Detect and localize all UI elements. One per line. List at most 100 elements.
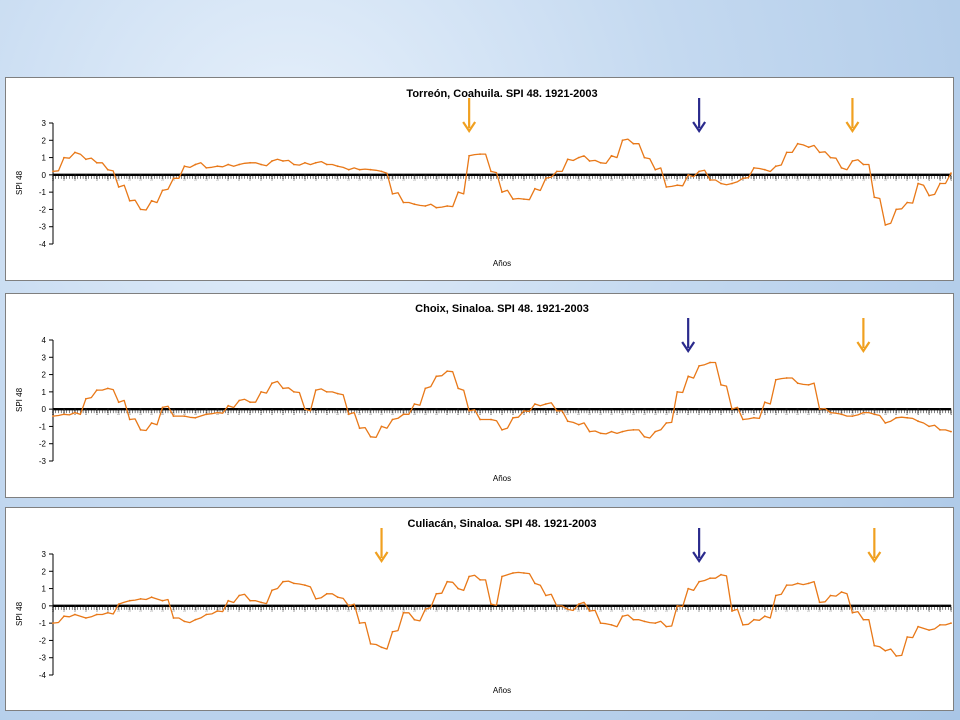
data-point (851, 415, 854, 417)
data-point (566, 608, 569, 611)
data-point (895, 208, 898, 211)
x-tick-label: 1953 (401, 605, 405, 612)
x-tick-label: 1971 (599, 605, 603, 612)
data-point (544, 594, 547, 597)
x-tick-label: 1958 (456, 408, 460, 415)
x-tick-label: 1946 (325, 408, 329, 415)
y-axis-title: SPI 48 (15, 170, 24, 195)
data-point (325, 592, 328, 595)
data-point (358, 427, 361, 430)
data-point (63, 615, 65, 618)
chart-panel-torreon: Torreón, Coahuila. SPI 48. 1921-2003 3 2 1 0… (5, 77, 954, 281)
arrow-head (692, 121, 707, 133)
x-tick-label: 1956 (434, 408, 438, 415)
x-tick-label: 1976 (653, 605, 657, 612)
data-point (555, 605, 558, 607)
x-tick-label: 1958 (456, 605, 460, 612)
x-tick-label: 1936 (215, 174, 219, 181)
x-tick-label: 1968 (566, 605, 570, 612)
x-tick-label: 1997 (883, 174, 887, 181)
data-point (610, 154, 613, 157)
x-tick-label: 1932 (172, 605, 176, 612)
data-point (161, 189, 164, 192)
data-point (840, 167, 843, 169)
y-tick-label: -4 (39, 671, 47, 680)
x-tick-label: 2003 (949, 408, 953, 415)
data-point (501, 191, 503, 193)
x-tick-label: 1930 (150, 174, 154, 181)
data-point (369, 168, 372, 171)
data-point (435, 375, 438, 378)
spi-chart-torreon: Torreón, Coahuila. SPI 48. 1921-2003 3 2 1 0… (15, 88, 953, 268)
data-point (347, 605, 350, 607)
x-tick-label: 1944 (303, 174, 307, 181)
data-point (917, 625, 919, 628)
x-tick-label: 1998 (894, 605, 898, 612)
y-tick-label: 3 (42, 119, 47, 128)
x-tick-label: 1943 (292, 408, 296, 415)
x-tick-label: 1982 (719, 605, 723, 612)
x-tick-label: 1994 (850, 605, 854, 612)
x-tick-label: 2001 (927, 605, 931, 612)
data-point (654, 430, 657, 433)
data-point (709, 361, 711, 364)
data-point (501, 429, 503, 431)
data-point (851, 160, 854, 162)
data-point (314, 389, 317, 391)
data-point (150, 596, 153, 599)
data-point (753, 416, 755, 419)
x-tick-label: 1947 (336, 605, 340, 612)
x-tick-label: 1930 (150, 408, 154, 415)
x-tick-label: 1987 (774, 605, 778, 612)
data-point (862, 411, 865, 414)
x-tick-label: 1950 (369, 408, 373, 415)
x-tick-label: 1921 (51, 174, 55, 181)
x-tick-label: 1931 (161, 174, 165, 181)
y-tick-label: -2 (39, 636, 47, 645)
spi-chart-choix: Choix, Sinaloa. SPI 48. 1921-2003 4 3 2 1 0 -1… (15, 303, 953, 483)
x-tick-label: 1941 (270, 174, 274, 181)
x-tick-label: 1966 (544, 408, 548, 415)
data-point (599, 161, 602, 164)
x-tick-label: 1945 (314, 174, 318, 181)
data-point (742, 177, 744, 180)
x-tick-label: 1991 (818, 174, 822, 181)
x-tick-label: 1995 (861, 174, 865, 181)
x-tick-label: 1931 (161, 605, 165, 612)
x-tick-label: 1942 (281, 408, 285, 415)
x-tick-label: 1981 (708, 605, 712, 612)
x-tick-label: 1985 (752, 174, 756, 181)
data-point (906, 416, 909, 419)
x-axis-title: Años (493, 686, 511, 695)
x-tick-label: 1932 (172, 408, 176, 415)
x-tick-label: 1989 (796, 605, 800, 612)
data-point (829, 156, 832, 159)
data-point (304, 408, 306, 410)
x-tick-label: 1927 (117, 408, 121, 415)
data-point (588, 610, 591, 612)
x-tick-label: 1990 (807, 174, 811, 181)
data-point (939, 429, 941, 431)
x-tick-label: 1924 (84, 408, 88, 415)
x-tick-label: 1956 (434, 605, 438, 612)
data-point (117, 603, 120, 605)
x-tick-label: 1989 (796, 408, 800, 415)
data-point (402, 201, 405, 204)
data-point (577, 423, 580, 426)
data-point (424, 205, 427, 207)
data-point (742, 624, 744, 626)
data-point (676, 184, 679, 187)
data-point (435, 592, 438, 595)
x-tick-label: 1934 (193, 605, 197, 612)
x-tick-label: 1933 (182, 605, 186, 612)
x-tick-label: 1995 (861, 605, 865, 612)
data-point (380, 170, 383, 173)
x-tick-label: 1982 (719, 408, 723, 415)
x-tick-label: 1968 (566, 408, 570, 415)
x-tick-label: 1940 (259, 605, 263, 612)
data-point (117, 186, 120, 188)
data-point (840, 591, 843, 593)
x-tick-label: 1978 (675, 408, 679, 415)
x-tick-label: 1960 (478, 605, 482, 612)
data-point (325, 163, 328, 166)
